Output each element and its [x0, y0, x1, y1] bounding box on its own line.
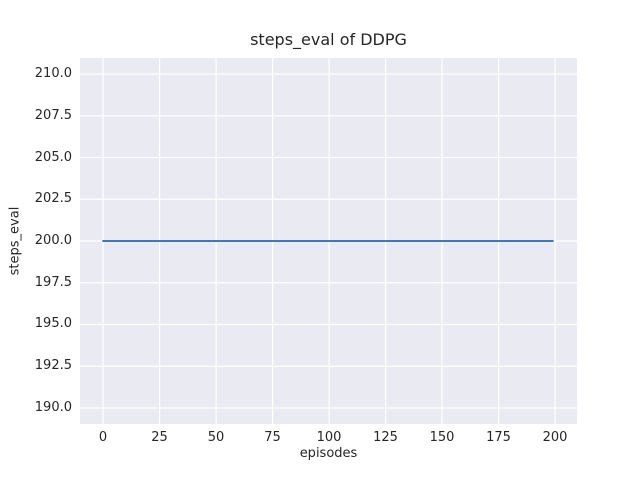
x-axis-label: episodes: [299, 446, 358, 461]
x-tick-label: 175: [486, 430, 511, 445]
x-tick-label: 50: [207, 430, 225, 445]
x-tick-label: 25: [151, 430, 168, 445]
y-tick-label: 207.5: [34, 107, 72, 123]
y-tick-label: 192.5: [34, 358, 72, 374]
chart-title: steps_eval of DDPG: [250, 30, 407, 49]
y-tick-label: 200.0: [34, 233, 72, 248]
y-tick-label: 197.5: [34, 274, 72, 290]
x-tick-label: 125: [373, 430, 398, 445]
y-tick-label: 190.0: [34, 399, 72, 415]
y-tick-label: 195.0: [34, 316, 72, 332]
x-tick-label: 100: [316, 430, 342, 445]
x-tick-label: 200: [542, 430, 568, 445]
y-tick-label: 210.0: [34, 66, 72, 82]
x-tick-label: 75: [264, 430, 281, 445]
x-tick-label: 150: [429, 430, 455, 445]
x-tick-label: 0: [98, 430, 108, 445]
y-tick-label: 205.0: [34, 149, 72, 165]
y-tick-label: 202.5: [34, 191, 72, 207]
